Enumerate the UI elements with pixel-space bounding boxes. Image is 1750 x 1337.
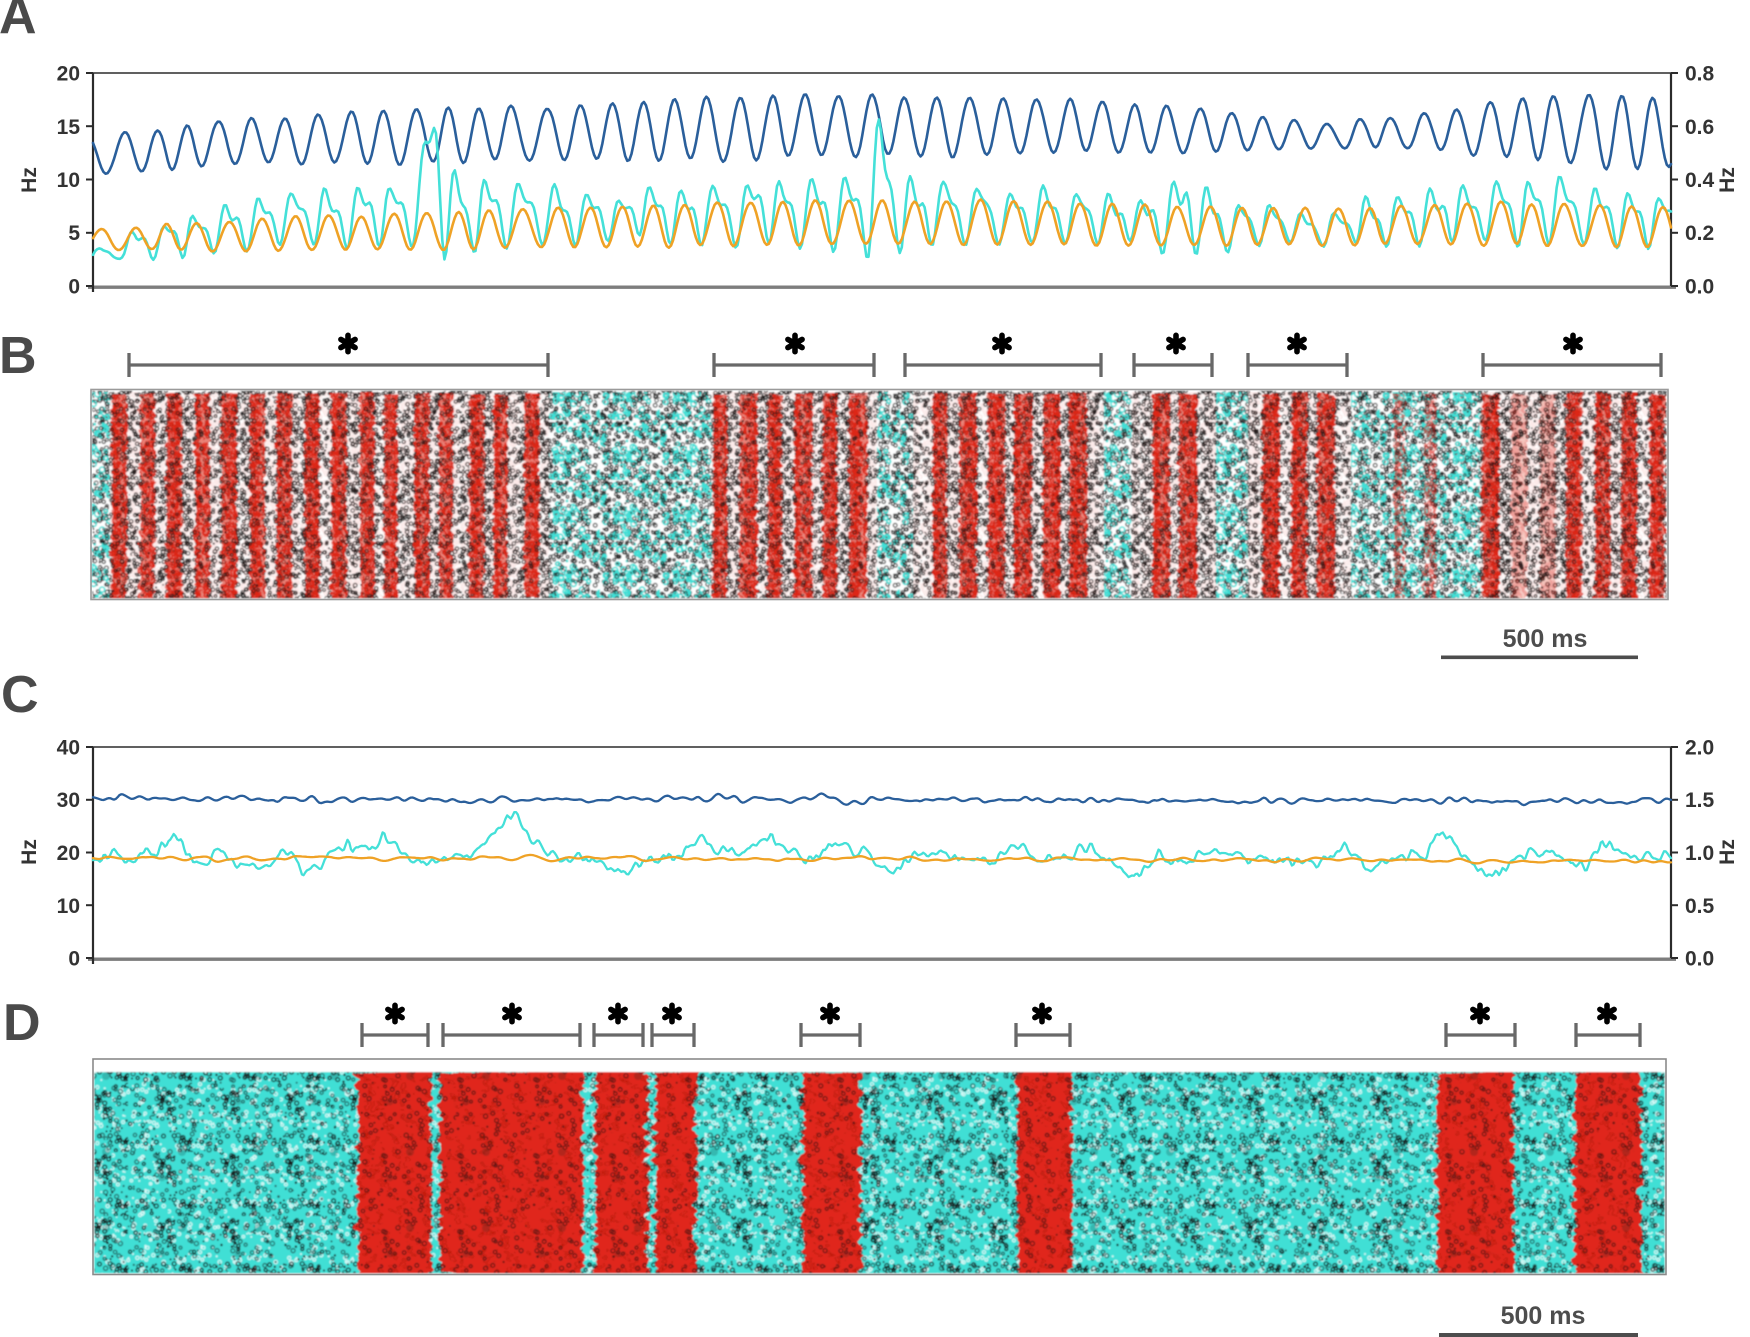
svg-text:Hz: Hz xyxy=(18,167,41,193)
svg-text:0.8: 0.8 xyxy=(1685,63,1715,86)
svg-text:30: 30 xyxy=(57,789,80,812)
svg-text:0.0: 0.0 xyxy=(1685,276,1714,299)
svg-text:Hz: Hz xyxy=(18,839,41,865)
svg-text:Hz: Hz xyxy=(1716,839,1739,865)
svg-text:10: 10 xyxy=(57,895,80,918)
svg-text:1.0: 1.0 xyxy=(1685,842,1714,865)
svg-text:500 ms: 500 ms xyxy=(1501,1302,1586,1330)
svg-text:0: 0 xyxy=(68,948,80,971)
svg-text:0.6: 0.6 xyxy=(1685,116,1714,139)
svg-text:15: 15 xyxy=(57,116,81,139)
svg-text:0.4: 0.4 xyxy=(1685,169,1715,192)
svg-text:D: D xyxy=(3,994,41,1052)
svg-text:0.0: 0.0 xyxy=(1685,948,1714,971)
svg-text:C: C xyxy=(1,666,39,724)
svg-text:2.0: 2.0 xyxy=(1685,737,1714,760)
svg-text:Hz: Hz xyxy=(1716,167,1739,193)
svg-text:0: 0 xyxy=(68,276,80,299)
svg-text:40: 40 xyxy=(57,737,80,760)
svg-text:0.5: 0.5 xyxy=(1685,895,1715,918)
svg-text:A: A xyxy=(0,0,37,45)
svg-text:B: B xyxy=(0,327,37,385)
svg-text:500 ms: 500 ms xyxy=(1503,625,1588,653)
svg-text:20: 20 xyxy=(57,63,80,86)
svg-text:20: 20 xyxy=(57,842,80,865)
svg-text:5: 5 xyxy=(68,222,80,245)
svg-text:10: 10 xyxy=(57,169,80,192)
svg-text:1.5: 1.5 xyxy=(1685,789,1715,812)
svg-text:0.2: 0.2 xyxy=(1685,222,1714,245)
